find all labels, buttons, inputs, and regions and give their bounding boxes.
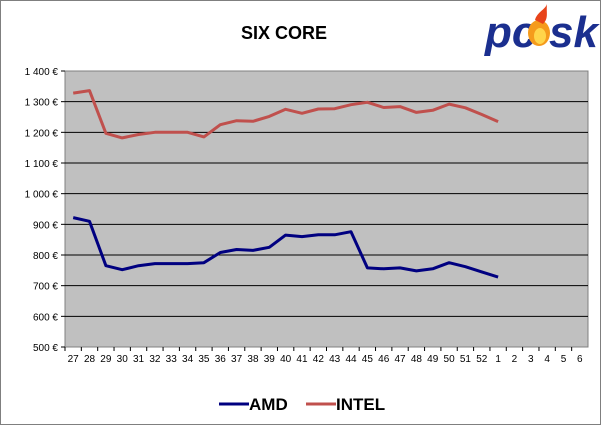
y-tick-label: 700 € [33, 282, 58, 293]
x-tick-label: 42 [313, 354, 325, 365]
x-tick-label: 37 [231, 354, 243, 365]
logo-text-left: pc [484, 8, 536, 57]
x-tick-label: 3 [528, 354, 534, 365]
y-tick-label: 1 000 € [25, 190, 59, 201]
series-line-intel [72, 89, 499, 140]
plot-area [64, 70, 589, 348]
y-axis-ticks: 500 € 600 € 700 € 800 € 900 € 1 000 € 1 100 € 1… [25, 67, 65, 354]
x-tick-label: 50 [444, 354, 456, 365]
x-tick-label: 40 [280, 354, 292, 365]
chart-title: SIX CORE [241, 23, 327, 43]
x-tick-label: 33 [166, 354, 178, 365]
x-tick-label: 27 [68, 354, 80, 365]
y-tick-label: 600 € [33, 312, 58, 323]
x-tick-label: 46 [378, 354, 390, 365]
x-tick-label: 1 [495, 354, 501, 365]
x-tick-label: 39 [264, 354, 276, 365]
y-tick-label: 1 300 € [25, 98, 59, 109]
x-tick-label: 31 [133, 354, 145, 365]
series-line-amd [72, 216, 499, 279]
legend: AMD INTEL [219, 395, 385, 414]
x-tick-label: 32 [149, 354, 161, 365]
legend-label-intel: INTEL [336, 395, 385, 414]
x-tick-label: 29 [100, 354, 112, 365]
x-tick-label: 47 [394, 354, 406, 365]
x-tick-label: 2 [512, 354, 518, 365]
y-tick-label: 800 € [33, 251, 58, 262]
x-tick-label: 51 [460, 354, 472, 365]
x-tick-label: 38 [247, 354, 259, 365]
x-tick-label: 28 [84, 354, 96, 365]
x-tick-label: 34 [182, 354, 194, 365]
logo-text-right: sk [549, 8, 600, 57]
y-tick-label: 900 € [33, 220, 58, 231]
y-tick-label: 1 400 € [25, 67, 59, 78]
y-tick-label: 500 € [33, 343, 58, 354]
x-tick-label: 4 [544, 354, 550, 365]
x-tick-label: 43 [329, 354, 341, 365]
x-tick-label: 36 [215, 354, 227, 365]
x-tick-label: 45 [362, 354, 374, 365]
series-layer [72, 89, 499, 279]
y-tick-label: 1 100 € [25, 159, 59, 170]
y-tick-label: 1 200 € [25, 128, 59, 139]
x-tick-label: 49 [427, 354, 439, 365]
flame-icon [528, 4, 550, 46]
x-tick-label: 5 [561, 354, 567, 365]
x-tick-label: 52 [476, 354, 488, 365]
x-tick-label: 30 [117, 354, 129, 365]
x-axis-ticks: 27 28 29 30 31 32 33 34 35 36 37 38 39 40 41 42 43 44 45 46… [64, 347, 583, 365]
x-tick-label: 41 [296, 354, 308, 365]
legend-label-amd: AMD [249, 395, 288, 414]
x-tick-label: 6 [577, 354, 583, 365]
x-tick-label: 35 [198, 354, 210, 365]
pcsk-logo: pc sk [484, 4, 600, 57]
x-tick-label: 48 [411, 354, 423, 365]
x-tick-label: 44 [345, 354, 357, 365]
